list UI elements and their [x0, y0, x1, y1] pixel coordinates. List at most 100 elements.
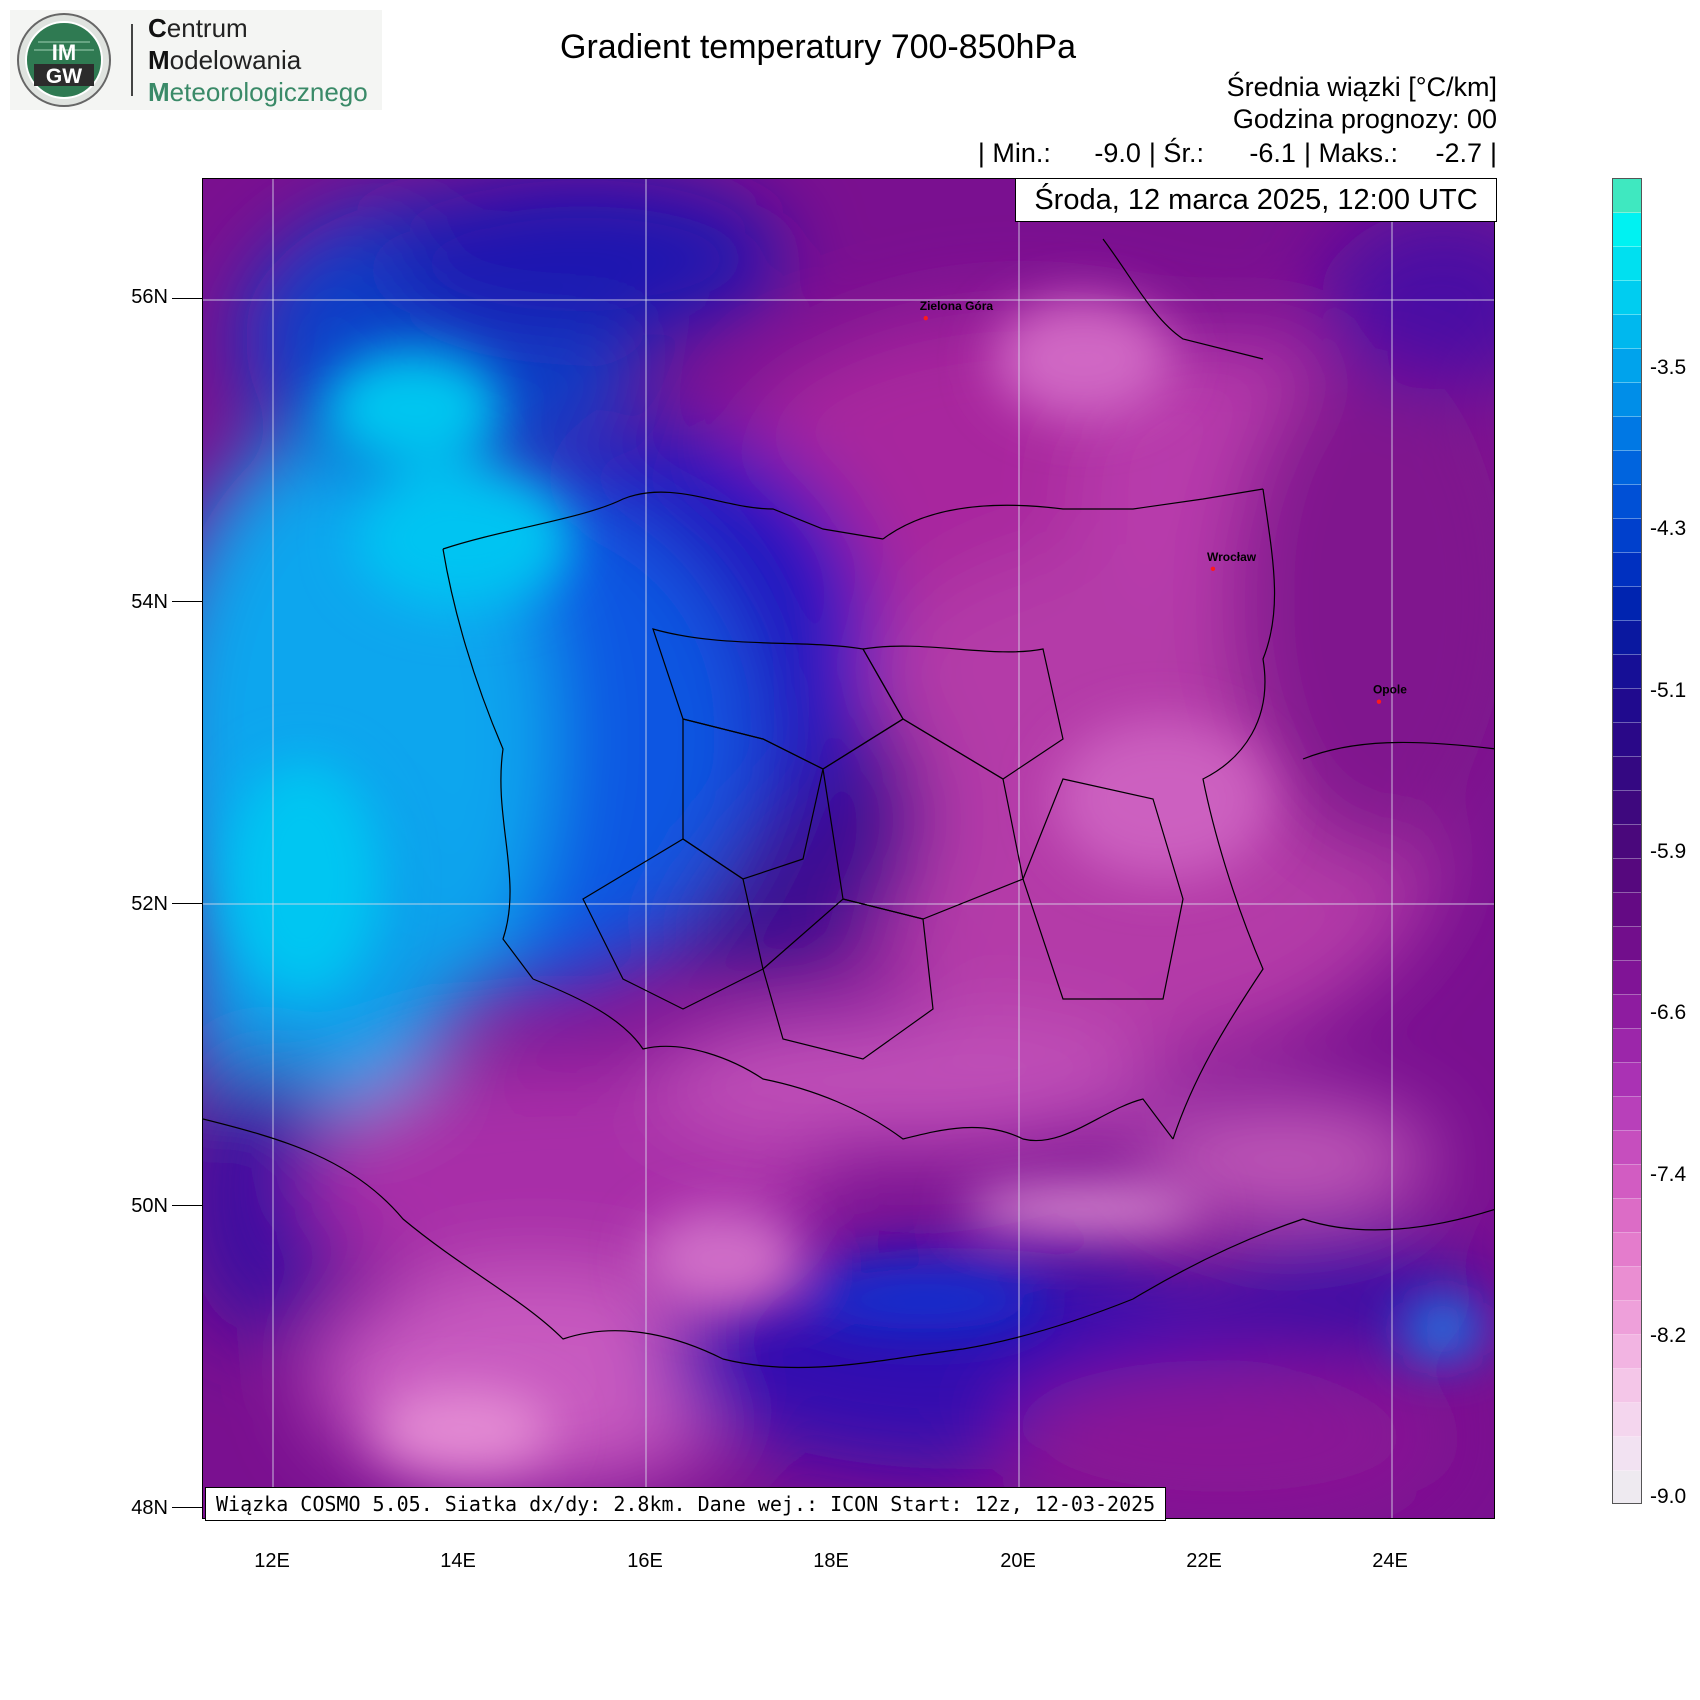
valid-datetime-box: Środa, 12 marca 2025, 12:00 UTC — [1015, 178, 1497, 222]
city-dot — [923, 315, 928, 321]
baltic-coastline — [442, 491, 884, 550]
lat-tick — [172, 1507, 202, 1508]
city-dot — [1210, 566, 1216, 571]
lat-tick — [172, 903, 202, 904]
colorbar-label: -4.3 — [1650, 517, 1687, 540]
colorbar-label: -6.6 — [1650, 1001, 1687, 1024]
colorbar-label: -8.2 — [1650, 1324, 1687, 1347]
colorbar-segment — [1613, 417, 1641, 451]
colorbar-segment — [1613, 791, 1641, 825]
stats-line: | Min.: -9.0 | Śr.: -6.1 | Maks.: -2.7 | — [978, 138, 1497, 169]
lon-label-16e: 16E — [627, 1550, 663, 1572]
lon-label-20e: 20E — [1000, 1550, 1036, 1572]
colorbar-segment — [1613, 213, 1641, 247]
lon-label-18e: 18E — [813, 1550, 849, 1572]
units-subtitle: Średnia wiązki [°C/km] — [1226, 72, 1497, 102]
lat-tick — [172, 298, 202, 299]
stats-end: | — [1489, 138, 1497, 168]
western-border — [442, 548, 534, 980]
colorbar — [1612, 178, 1642, 1504]
colorbar-segment — [1613, 1335, 1641, 1369]
logo-line-2: Modelowania — [148, 45, 302, 75]
colorbar-segment — [1613, 1097, 1641, 1131]
colorbar-segment — [1613, 859, 1641, 893]
lon-label-12e: 12E — [254, 1550, 290, 1572]
colorbar-label: -3.5 — [1650, 356, 1687, 379]
colorbar-segment — [1613, 757, 1641, 791]
colorbar-label: -7.4 — [1650, 1163, 1687, 1186]
voivodeship-mazowieckie — [862, 645, 1064, 780]
colorbar-segment — [1613, 689, 1641, 723]
colorbar-segment — [1613, 281, 1641, 315]
colorbar-segment — [1613, 1471, 1641, 1503]
colorbar-segment — [1613, 383, 1641, 417]
colorbar-segment — [1613, 247, 1641, 281]
city-markers: GdańskSuwałkiOlsztynBiałystokSzczecinByd… — [920, 299, 1407, 704]
lat-label-54n: 54N — [131, 591, 168, 613]
ukraine-belarus-border — [1302, 741, 1494, 760]
svg-text:GW: GW — [46, 65, 82, 88]
city-label: Zielona Góra — [920, 299, 994, 313]
baltic-states-border — [1102, 238, 1264, 360]
field-blobs — [203, 179, 1494, 1518]
graticule — [203, 179, 1494, 1518]
southern-border — [532, 978, 1174, 1142]
lat-tick — [172, 601, 202, 602]
colorbar-segment — [1613, 451, 1641, 485]
colorbar-segment — [1613, 1267, 1641, 1301]
colorbar-segment — [1613, 587, 1641, 621]
stats-max-value: -2.7 — [1435, 138, 1482, 168]
colorbar-segment — [1613, 519, 1641, 553]
city-dot — [1376, 699, 1382, 704]
field-detail — [223, 299, 1483, 1469]
colorbar-segment — [1613, 1301, 1641, 1335]
alpine-carpathian-borders — [203, 1118, 1134, 1369]
stats-min-label: | Min.: — [977, 138, 1051, 168]
colorbar-segment — [1613, 621, 1641, 655]
colorbar-label: -5.9 — [1650, 840, 1687, 863]
temperature-gradient-field: GdańskSuwałkiOlsztynBiałystokSzczecinByd… — [203, 179, 1494, 1518]
colorbar-segment — [1613, 1063, 1641, 1097]
lat-label-48n: 48N — [131, 1497, 168, 1519]
colorbar-segment — [1613, 179, 1641, 213]
lat-label-52n: 52N — [131, 893, 168, 915]
lon-label-24e: 24E — [1372, 1550, 1408, 1572]
stats-min-value: -9.0 — [1094, 138, 1141, 168]
logo-line-1: Centrum — [148, 13, 248, 43]
colorbar-label: -9.0 — [1650, 1485, 1687, 1508]
colorbar-segment — [1613, 961, 1641, 995]
lat-label-50n: 50N — [131, 1195, 168, 1217]
imgw-logo: IM GW Centrum Modelowania Meteorologiczn… — [10, 10, 382, 110]
boundaries — [203, 238, 1494, 1369]
colorbar-segment — [1613, 825, 1641, 859]
colorbar-segment — [1613, 1165, 1641, 1199]
colorbar-segment — [1613, 927, 1641, 961]
colorbar-segment — [1613, 1369, 1641, 1403]
colorbar-segment — [1613, 1233, 1641, 1267]
colorbar-segment — [1613, 723, 1641, 757]
svg-text:IM: IM — [52, 40, 76, 65]
lat-label-56n: 56N — [131, 286, 168, 308]
colorbar-segment — [1613, 1199, 1641, 1233]
colorbar-segment — [1613, 1029, 1641, 1063]
imgw-badge-icon: IM GW — [17, 13, 111, 107]
stats-avg-label: | Śr.: — [1148, 138, 1204, 168]
city-label: Opole — [1373, 683, 1407, 697]
colorbar-label: -5.1 — [1650, 679, 1687, 702]
colorbar-segment — [1613, 893, 1641, 927]
southeast-borders — [1132, 1208, 1494, 1300]
colorbar-segment — [1613, 485, 1641, 519]
logo-divider — [131, 24, 133, 96]
colorbar-segment — [1613, 349, 1641, 383]
colorbar-segment — [1613, 995, 1641, 1029]
stats-avg-value: -6.1 — [1249, 138, 1296, 168]
colorbar-segment — [1613, 655, 1641, 689]
colorbar-segment — [1613, 1131, 1641, 1165]
eastern-border — [1172, 488, 1276, 1140]
voivodeship-lubelskie — [1022, 778, 1184, 1000]
colorbar-segment — [1613, 553, 1641, 587]
model-info-box: Wiązka COSMO 5.05. Siatka dx/dy: 2.8km. … — [205, 1487, 1167, 1521]
logo-line-3: Meteorologicznego — [148, 77, 368, 107]
colorbar-segment — [1613, 315, 1641, 349]
lat-tick — [172, 1205, 202, 1206]
